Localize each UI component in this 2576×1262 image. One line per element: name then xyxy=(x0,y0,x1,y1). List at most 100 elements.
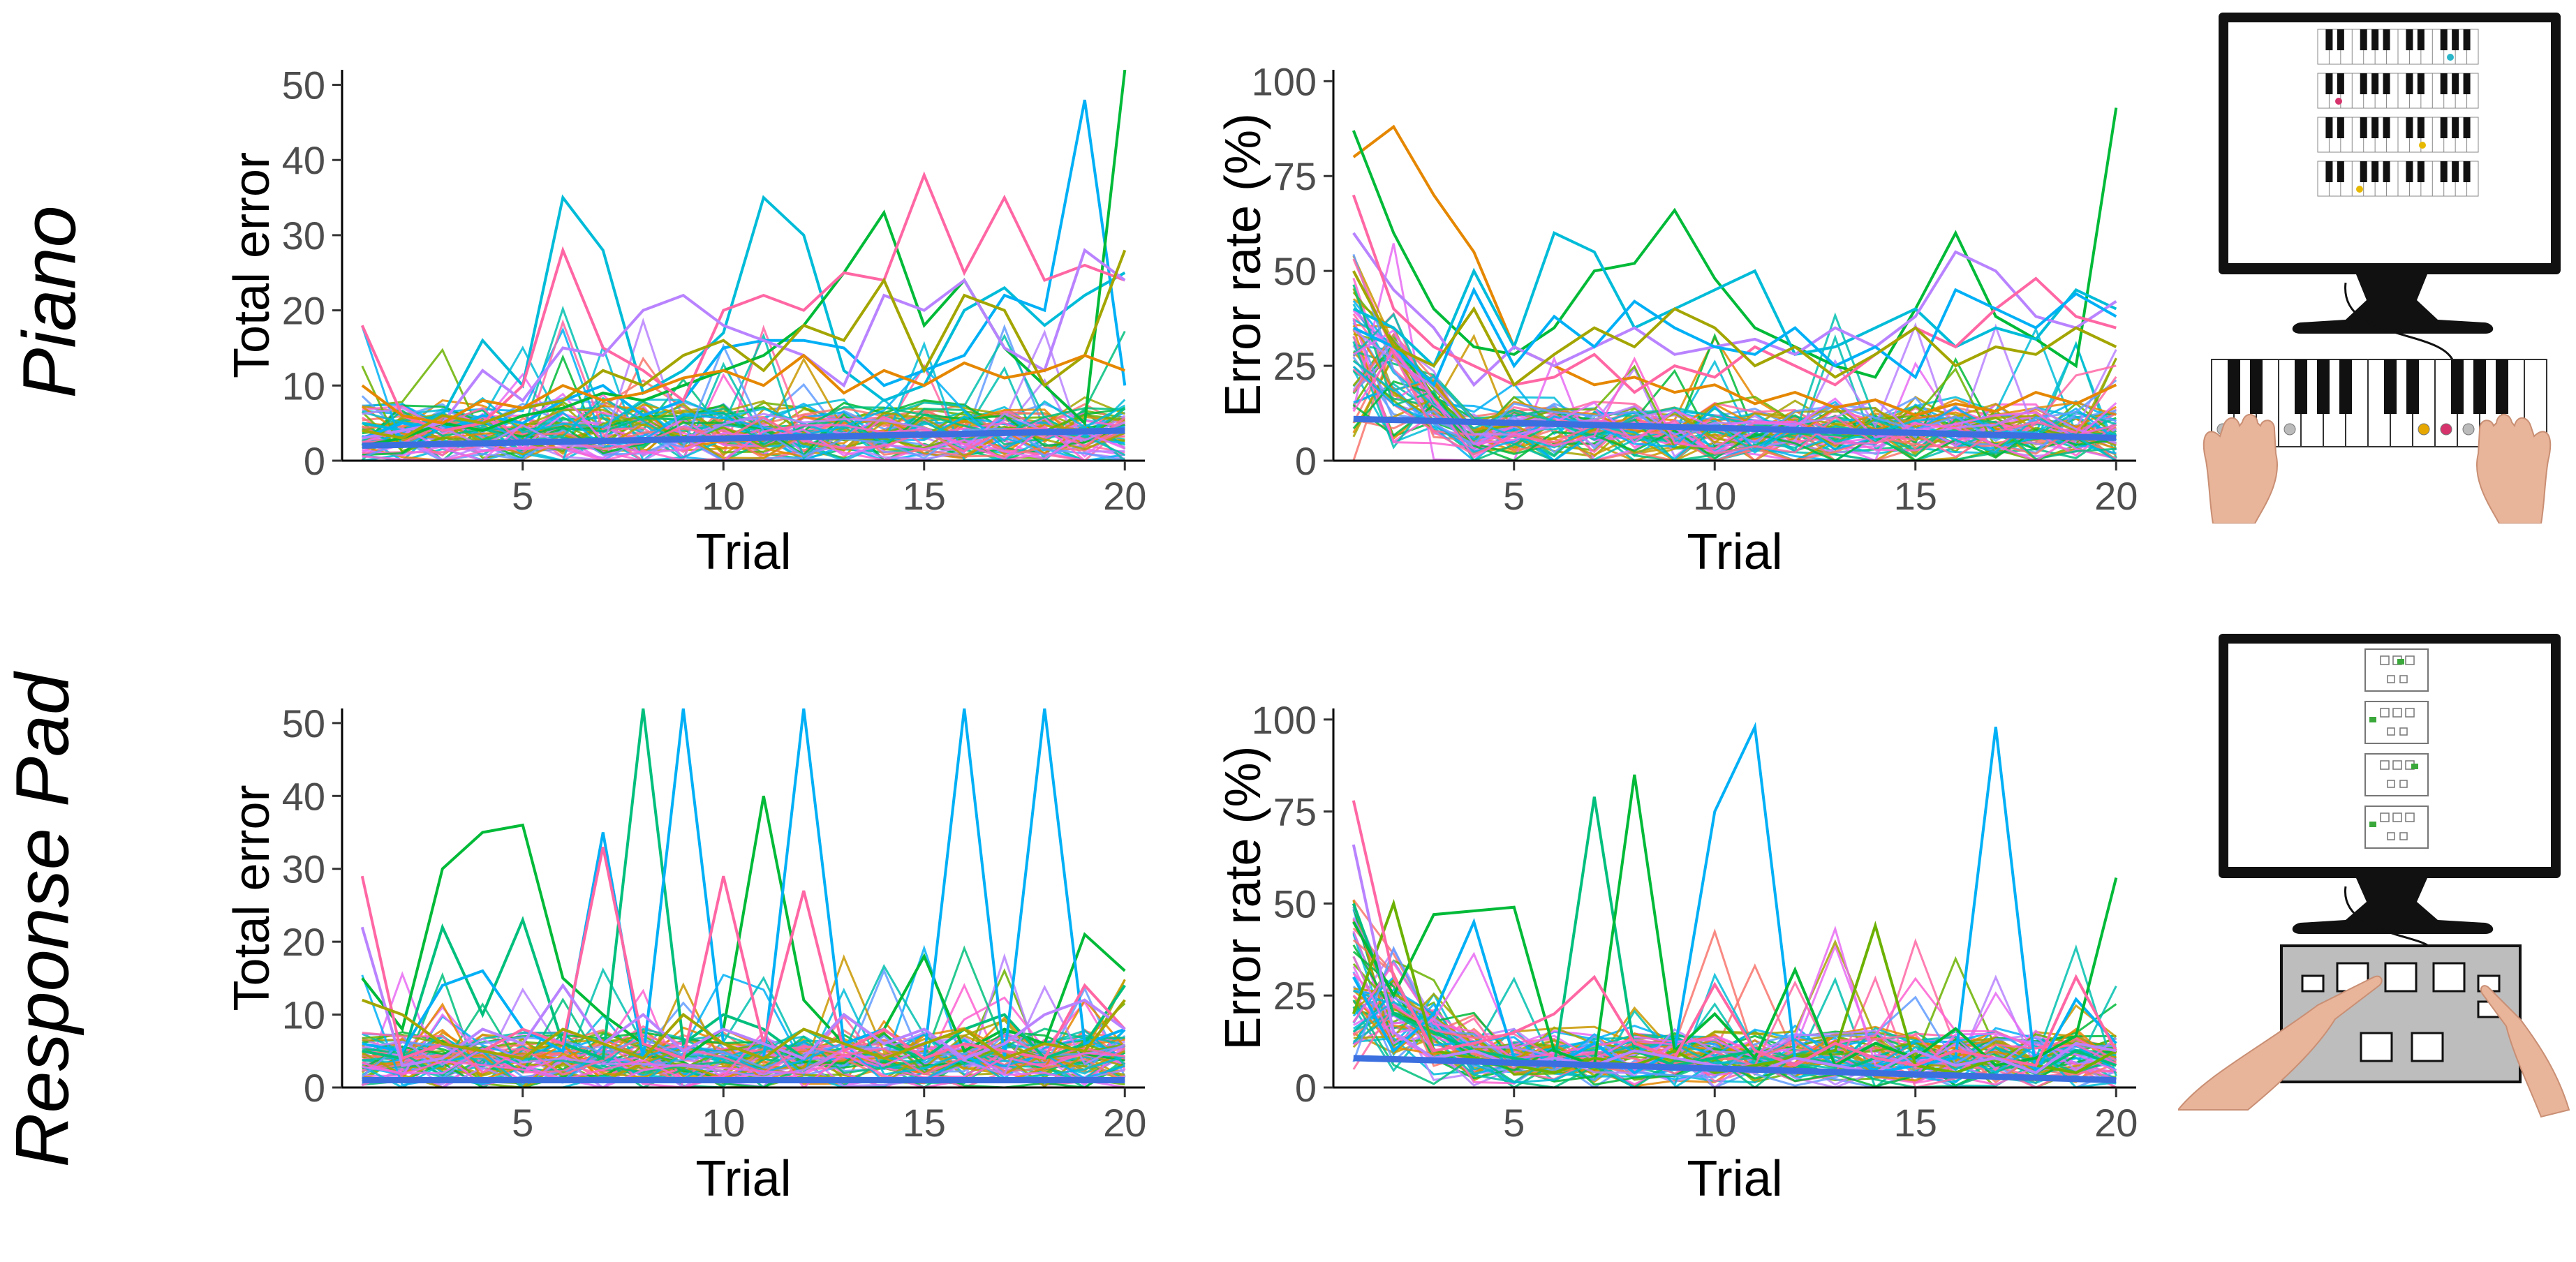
row-label-response-pad: Response Pad xyxy=(0,673,84,1168)
participant-line xyxy=(362,249,1127,440)
y-tick-label: 20 xyxy=(282,920,325,964)
x-axis-label: Trial xyxy=(1687,524,1782,580)
participant-line xyxy=(1352,961,2117,1065)
participant-line xyxy=(362,708,1126,1060)
participant-line xyxy=(1352,286,2117,387)
y-tick-label: 20 xyxy=(282,289,325,333)
y-axis-label: Error rate (%) xyxy=(1215,113,1271,417)
participant-line xyxy=(1352,800,2118,1067)
y-tick-label: 0 xyxy=(304,1066,325,1110)
participant-line xyxy=(362,331,1126,449)
participant-line xyxy=(1352,232,2117,387)
x-tick-label: 10 xyxy=(1693,474,1736,518)
y-tick-label: 100 xyxy=(1252,59,1317,103)
mean-trend-line xyxy=(1353,415,2117,441)
x-tick-label: 5 xyxy=(512,474,533,518)
participant-line xyxy=(1352,231,2117,369)
x-tick-label: 5 xyxy=(512,1101,533,1145)
mean-trend-line xyxy=(362,427,1125,449)
chart-pad-error-rate: 5 10 15 20 0 25 50 75 100 Trial Error rate (%) xyxy=(1215,698,2138,1207)
x-axis-label: Trial xyxy=(695,524,791,580)
participant-line xyxy=(1352,916,2117,1074)
participant-line xyxy=(1353,329,2117,445)
participant-line xyxy=(1352,348,2117,461)
x-tick-label: 5 xyxy=(1503,1101,1525,1145)
y-axis-label: Total error xyxy=(224,785,280,1011)
participant-line xyxy=(1352,925,2117,1076)
participant-line xyxy=(362,1030,1125,1070)
x-tick-label: 20 xyxy=(2094,474,2138,518)
y-tick-label: 75 xyxy=(1273,790,1317,834)
participant-line xyxy=(1353,386,2117,461)
participant-line xyxy=(362,248,1126,440)
y-tick-label: 100 xyxy=(1252,698,1317,742)
x-axis-label: Trial xyxy=(1687,1151,1782,1207)
y-tick-label: 30 xyxy=(282,847,325,891)
chart-piano-error-rate: 5 10 15 20 0 25 50 75 100 Trial Error rate (%) xyxy=(1215,59,2138,580)
x-tick-label: 10 xyxy=(1693,1101,1736,1145)
participant-line xyxy=(362,1030,1125,1087)
y-tick-label: 30 xyxy=(282,214,325,258)
x-tick-label: 10 xyxy=(702,474,745,518)
participant-line xyxy=(362,424,1125,461)
participant-line xyxy=(360,847,1126,1060)
row-label-piano: Piano xyxy=(6,205,91,399)
chart-piano-total-error: 5 10 15 20 0 10 20 30 40 50 Trial Total error xyxy=(224,64,1146,580)
y-tick-label: 25 xyxy=(1273,974,1317,1018)
x-tick-label: 15 xyxy=(903,474,946,518)
participant-line xyxy=(362,346,1126,445)
participant-line xyxy=(362,343,1125,461)
participant-line xyxy=(1352,270,2117,387)
mean-trend-line xyxy=(1353,1055,2117,1083)
participant-line xyxy=(362,194,1126,432)
y-tick-label: 0 xyxy=(1295,1066,1317,1110)
participant-line xyxy=(1352,945,2117,1079)
y-tick-label: 40 xyxy=(282,774,325,818)
participant-line xyxy=(1352,194,2117,394)
participant-line xyxy=(361,795,1126,1060)
y-tick-label: 0 xyxy=(304,439,325,483)
y-tick-label: 0 xyxy=(1295,439,1317,483)
response-pad-setup-icon xyxy=(2178,634,2570,1118)
participant-line xyxy=(1352,380,2117,461)
x-tick-label: 15 xyxy=(1894,474,1937,518)
participant-line xyxy=(362,998,1126,1060)
participant-line xyxy=(1352,124,2117,417)
y-axis-label: Error rate (%) xyxy=(1215,745,1271,1050)
y-tick-label: 50 xyxy=(1273,882,1317,926)
x-axis-label: Trial xyxy=(695,1151,791,1207)
y-axis-label: Total error xyxy=(224,152,280,378)
participant-line xyxy=(360,171,1126,432)
participant-line xyxy=(361,353,1126,425)
participant-line xyxy=(1352,980,2117,1076)
y-tick-label: 25 xyxy=(1273,344,1317,388)
participant-line xyxy=(1352,1000,2117,1087)
x-tick-label: 20 xyxy=(1103,474,1146,518)
participant-line xyxy=(362,396,1126,443)
participant-line xyxy=(362,1032,1125,1076)
participant-line xyxy=(361,325,1125,450)
x-tick-label: 10 xyxy=(702,1101,745,1145)
participant-line xyxy=(361,1016,1125,1080)
participant-line xyxy=(362,708,1125,1061)
participant-line xyxy=(1352,107,2118,379)
x-tick-label: 15 xyxy=(903,1101,946,1145)
y-tick-label: 10 xyxy=(282,364,325,408)
y-tick-label: 50 xyxy=(1273,249,1317,293)
y-tick-label: 10 xyxy=(282,993,325,1037)
y-tick-label: 50 xyxy=(282,64,325,107)
piano-setup-icon xyxy=(2203,13,2561,524)
x-tick-label: 20 xyxy=(2094,1101,2138,1145)
participant-line xyxy=(1352,722,2117,1078)
x-tick-label: 5 xyxy=(1503,474,1525,518)
participant-line xyxy=(360,926,1126,1067)
participant-line xyxy=(362,984,1125,1078)
x-tick-label: 20 xyxy=(1103,1101,1146,1145)
y-tick-label: 75 xyxy=(1273,154,1317,198)
x-tick-label: 15 xyxy=(1894,1101,1937,1145)
monitor-pad-screens xyxy=(2364,648,2429,849)
chart-pad-total-error: 5 10 15 20 0 10 20 30 40 50 Trial Total error xyxy=(224,701,1146,1207)
y-tick-label: 40 xyxy=(282,138,325,182)
monitor-piano-keyboards xyxy=(2317,29,2479,197)
y-tick-label: 50 xyxy=(282,701,325,745)
